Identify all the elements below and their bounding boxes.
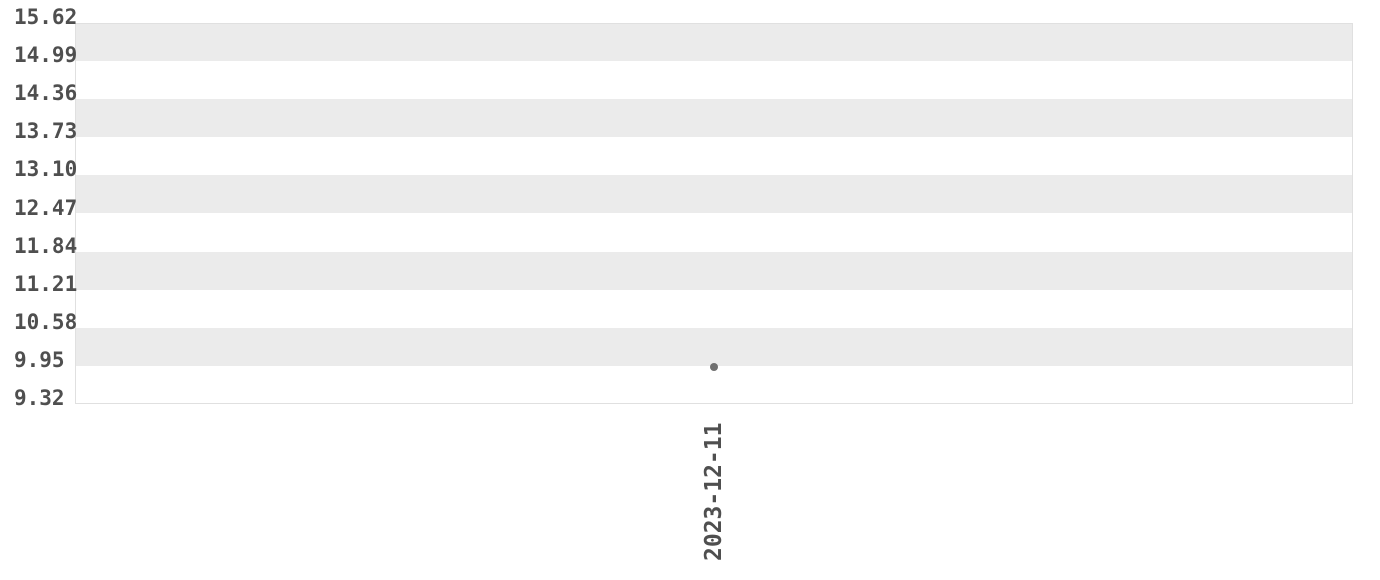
y-tick-label: 13.10 <box>14 157 78 182</box>
grid-band <box>75 99 1353 138</box>
grid-band <box>75 327 1353 366</box>
data-points-layer <box>75 23 1353 404</box>
grid-band <box>75 61 1353 100</box>
y-tick-label: 10.58 <box>14 309 78 334</box>
y-tick-label: 15.62 <box>14 5 78 29</box>
y-tick-label: 14.99 <box>14 43 78 68</box>
grid-band <box>75 137 1353 176</box>
y-tick-label: 13.73 <box>14 119 78 144</box>
data-point <box>710 363 718 372</box>
grid-band <box>75 251 1353 290</box>
y-tick-label: 11.84 <box>14 233 78 258</box>
y-tick-label: 11.21 <box>14 271 78 296</box>
y-tick-label: 9.95 <box>14 347 65 372</box>
y-tick-label: 14.36 <box>14 81 78 106</box>
grid-band <box>75 175 1353 214</box>
x-tick-label: 2023-12-11 <box>700 422 727 561</box>
grid-band <box>75 23 1353 62</box>
y-tick-label: 12.47 <box>14 195 78 220</box>
grid-band <box>75 213 1353 252</box>
grid-band <box>75 289 1353 328</box>
plot-area <box>75 23 1353 404</box>
y-tick-label: 9.32 <box>14 386 65 410</box>
grid-band <box>75 365 1353 404</box>
